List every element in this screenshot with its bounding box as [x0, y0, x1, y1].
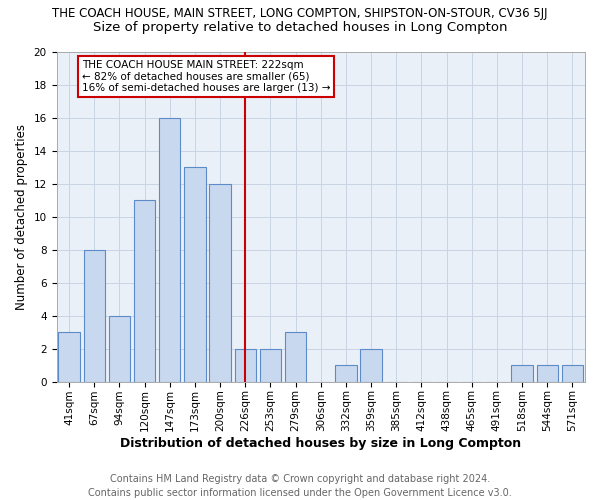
Text: Size of property relative to detached houses in Long Compton: Size of property relative to detached ho…	[93, 22, 507, 35]
Bar	[562, 365, 583, 382]
Text: THE COACH HOUSE, MAIN STREET, LONG COMPTON, SHIPSTON-ON-STOUR, CV36 5JJ: THE COACH HOUSE, MAIN STREET, LONG COMPT…	[52, 8, 548, 20]
Bar	[58, 332, 80, 382]
Bar	[159, 118, 181, 382]
Bar	[285, 332, 306, 382]
Bar	[109, 316, 130, 382]
X-axis label: Distribution of detached houses by size in Long Compton: Distribution of detached houses by size …	[120, 437, 521, 450]
Bar	[134, 200, 155, 382]
Text: Contains HM Land Registry data © Crown copyright and database right 2024.
Contai: Contains HM Land Registry data © Crown c…	[88, 474, 512, 498]
Bar	[511, 365, 533, 382]
Bar	[209, 184, 231, 382]
Bar	[83, 250, 105, 382]
Bar	[184, 167, 206, 382]
Bar	[335, 365, 356, 382]
Bar	[361, 348, 382, 382]
Y-axis label: Number of detached properties: Number of detached properties	[15, 124, 28, 310]
Bar	[235, 348, 256, 382]
Text: THE COACH HOUSE MAIN STREET: 222sqm
← 82% of detached houses are smaller (65)
16: THE COACH HOUSE MAIN STREET: 222sqm ← 82…	[82, 60, 330, 93]
Bar	[260, 348, 281, 382]
Bar	[536, 365, 558, 382]
